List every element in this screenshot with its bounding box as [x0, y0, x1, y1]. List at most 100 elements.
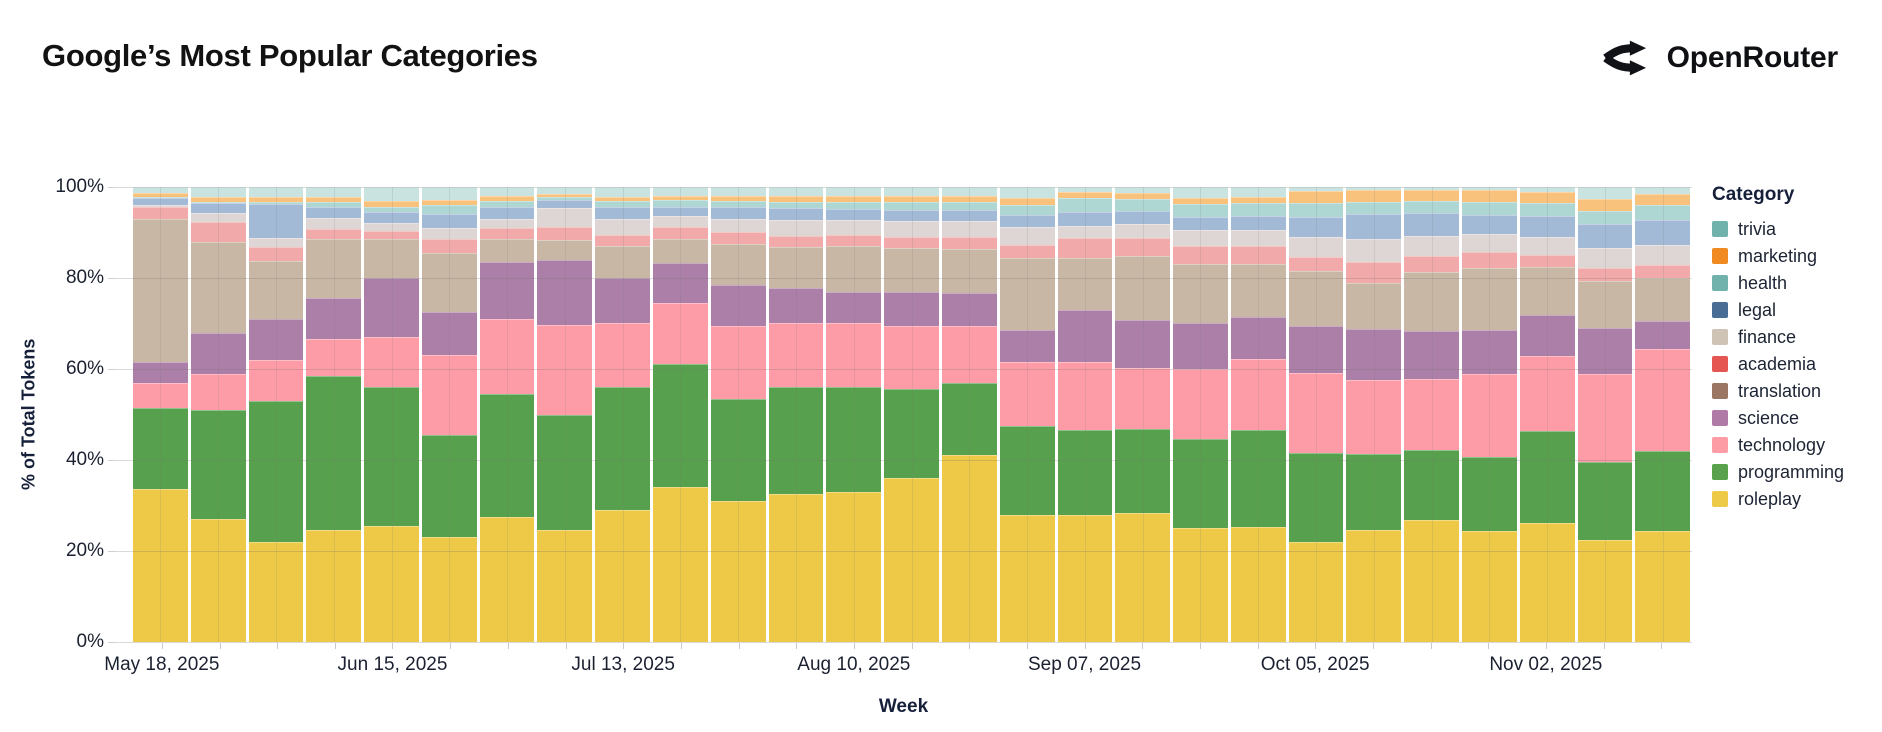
bar-segment-science[interactable] [248, 318, 304, 360]
bar-segment-roleplay[interactable] [133, 489, 188, 642]
bar-segment-legal[interactable] [710, 207, 766, 219]
bar-segment-health[interactable] [595, 200, 651, 208]
bar-segment-translation[interactable] [1115, 256, 1171, 320]
bar-segment-roleplay[interactable] [768, 494, 824, 642]
bar-segment-roleplay[interactable] [884, 478, 939, 642]
bar-segment-trivia[interactable] [1230, 187, 1286, 197]
bar[interactable] [1115, 187, 1171, 642]
bar-segment-trivia[interactable] [479, 187, 535, 197]
bar-segment-trivia[interactable] [710, 187, 766, 197]
bar-segment-academia[interactable] [248, 247, 304, 261]
bar-segment-legal[interactable] [1519, 216, 1575, 238]
bar-segment-health[interactable] [1288, 203, 1344, 217]
bar-segment-science[interactable] [1173, 323, 1228, 369]
bar-segment-trivia[interactable] [190, 187, 246, 197]
bar-segment-technology[interactable] [1461, 373, 1517, 457]
bar-segment-science[interactable] [364, 277, 419, 338]
bar-segment-legal[interactable] [1057, 211, 1113, 226]
bar-segment-science[interactable] [768, 288, 824, 324]
bar-segment-trivia[interactable] [421, 187, 477, 200]
bar-segment-marketing[interactable] [1461, 190, 1517, 202]
bar-segment-finance[interactable] [1346, 238, 1402, 263]
bar-segment-science[interactable] [1230, 317, 1286, 360]
bar-segment-academia[interactable] [1635, 265, 1691, 278]
bar-segment-technology[interactable] [1346, 379, 1402, 455]
bar[interactable] [653, 187, 708, 642]
bar-segment-science[interactable] [190, 332, 246, 374]
bar-segment-trivia[interactable] [1173, 187, 1228, 198]
bar-segment-programming[interactable] [595, 387, 651, 510]
bar-segment-technology[interactable] [710, 325, 766, 399]
bar-segment-science[interactable] [710, 284, 766, 326]
bar-segment-legal[interactable] [306, 207, 362, 219]
bar-segment-marketing[interactable] [1404, 190, 1459, 201]
bar-segment-programming[interactable] [826, 387, 882, 492]
bar-segment-finance[interactable] [1404, 235, 1459, 257]
bar-segment-roleplay[interactable] [537, 530, 593, 642]
bar-segment-science[interactable] [1577, 328, 1633, 375]
bar-segment-programming[interactable] [1635, 451, 1691, 531]
bar-segment-finance[interactable] [1173, 230, 1228, 247]
bar-segment-legal[interactable] [1173, 216, 1228, 231]
bar-segment-health[interactable] [1115, 199, 1171, 211]
bar-segment-translation[interactable] [306, 239, 362, 299]
bar[interactable] [248, 187, 304, 642]
bar-segment-academia[interactable] [133, 207, 188, 219]
bar-segment-roleplay[interactable] [248, 541, 304, 642]
bar-segment-marketing[interactable] [1577, 198, 1633, 211]
legend-item-health[interactable]: health [1712, 273, 1877, 293]
bar-segment-roleplay[interactable] [1577, 539, 1633, 642]
bar-segment-programming[interactable] [537, 414, 593, 531]
bar[interactable] [421, 187, 477, 642]
legend-item-science[interactable]: science [1712, 408, 1877, 428]
bar-segment-academia[interactable] [306, 228, 362, 240]
bar-segment-finance[interactable] [537, 208, 593, 227]
bar-segment-health[interactable] [999, 204, 1055, 216]
bar-segment-trivia[interactable] [537, 187, 593, 194]
bar-segment-finance[interactable] [710, 218, 766, 233]
bar-segment-academia[interactable] [537, 226, 593, 240]
bar-segment-science[interactable] [653, 262, 708, 303]
bar-segment-academia[interactable] [884, 237, 939, 249]
bar-segment-marketing[interactable] [1519, 192, 1575, 204]
bar-segment-marketing[interactable] [1288, 190, 1344, 204]
bar-segment-trivia[interactable] [595, 187, 651, 197]
bar-segment-legal[interactable] [1115, 210, 1171, 225]
legend-item-marketing[interactable]: marketing [1712, 246, 1877, 266]
bar-segment-health[interactable] [768, 201, 824, 209]
bar-segment-health[interactable] [421, 205, 477, 215]
bar-segment-translation[interactable] [1173, 264, 1228, 324]
bar-segment-technology[interactable] [1635, 349, 1691, 452]
bar-segment-science[interactable] [1519, 315, 1575, 357]
bar-segment-trivia[interactable] [941, 187, 997, 197]
bar-segment-health[interactable] [1057, 198, 1113, 212]
bar-segment-roleplay[interactable] [1404, 519, 1459, 642]
bar-segment-science[interactable] [941, 292, 997, 326]
bar-segment-finance[interactable] [999, 226, 1055, 245]
bar-segment-technology[interactable] [941, 325, 997, 383]
bar-segment-legal[interactable] [1404, 213, 1459, 236]
bar-segment-programming[interactable] [1519, 430, 1575, 523]
bar-segment-roleplay[interactable] [653, 487, 708, 642]
bar[interactable] [1577, 187, 1633, 642]
bar[interactable] [768, 187, 824, 642]
bar-segment-technology[interactable] [190, 373, 246, 410]
bar-segment-finance[interactable] [1230, 230, 1286, 247]
bar-segment-health[interactable] [941, 201, 997, 210]
bar-segment-roleplay[interactable] [1288, 541, 1344, 642]
bar[interactable] [1288, 187, 1344, 642]
bar-segment-finance[interactable] [941, 221, 997, 238]
bar-segment-programming[interactable] [1057, 430, 1113, 515]
bar-segment-technology[interactable] [884, 325, 939, 390]
bar-segment-legal[interactable] [190, 203, 246, 214]
bar-segment-finance[interactable] [190, 213, 246, 222]
bar-segment-translation[interactable] [479, 239, 535, 263]
bar-segment-trivia[interactable] [306, 187, 362, 197]
bar-segment-health[interactable] [1230, 203, 1286, 216]
bar[interactable] [306, 187, 362, 642]
bar-segment-programming[interactable] [1346, 454, 1402, 530]
bar-segment-marketing[interactable] [1346, 190, 1402, 202]
bar-segment-academia[interactable] [999, 244, 1055, 259]
bar-segment-trivia[interactable] [1635, 187, 1691, 194]
bar-segment-translation[interactable] [1057, 258, 1113, 310]
